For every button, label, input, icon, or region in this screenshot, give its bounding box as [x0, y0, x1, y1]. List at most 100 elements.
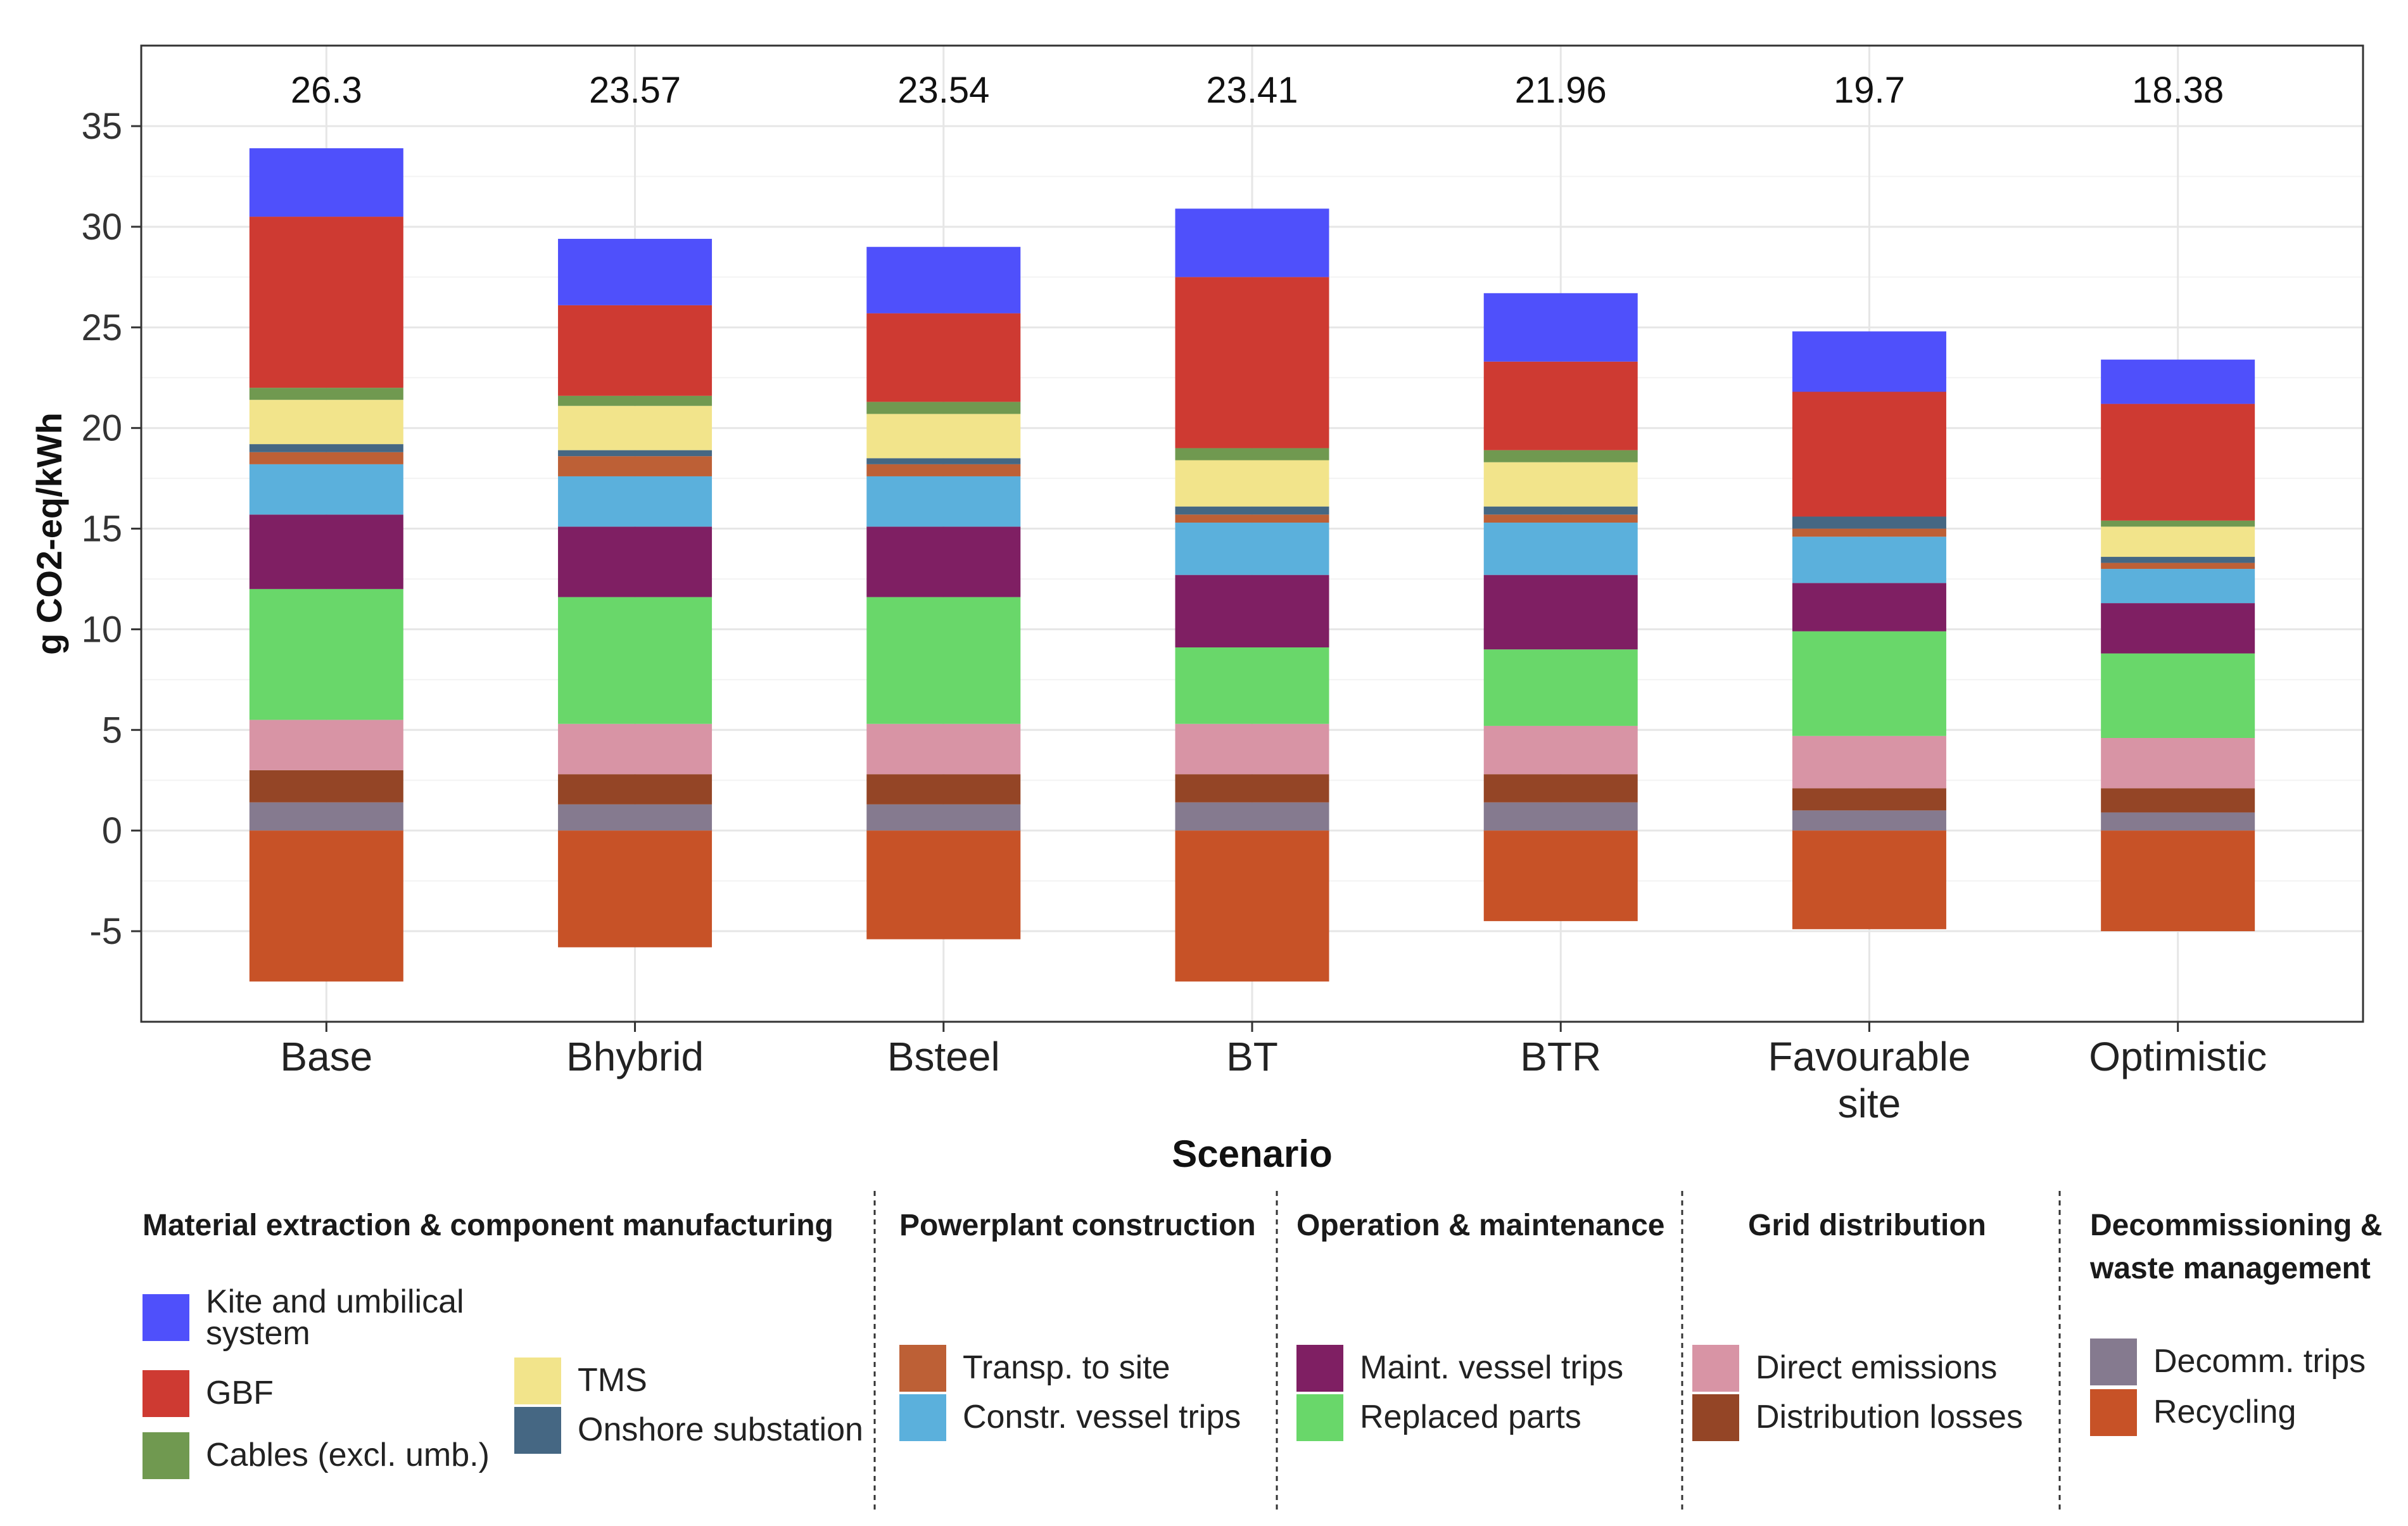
legend-group-title: Operation & maintenance [1296, 1209, 1664, 1242]
bar-segment [1175, 575, 1329, 648]
legend-item: Replaced parts [1296, 1394, 1581, 1441]
bar-segment [558, 804, 713, 831]
total-labels: 26.3 23.57 23.54 23.41 21.96 19.7 18.38 [291, 70, 2224, 111]
bar-segment [866, 313, 1021, 402]
bar-segment [2101, 603, 2255, 654]
bar-segment [558, 405, 713, 450]
bar-segment [558, 305, 713, 396]
bar-segment [249, 770, 403, 803]
bar-segment [866, 597, 1021, 724]
bar-segment-negative [1792, 830, 1946, 929]
legend-label: Distribution losses [1756, 1399, 2023, 1435]
bar-segment [558, 723, 713, 775]
bar-segment [1175, 647, 1329, 724]
x-tick-label: Favourable site [1768, 1034, 1970, 1126]
y-axis-title: g CO2-eq/kWh [29, 412, 69, 655]
bar-segment [866, 526, 1021, 597]
legend-swatch [514, 1407, 561, 1454]
legend-item: Transp. to site [899, 1345, 1170, 1392]
legend-swatch [1692, 1394, 1739, 1441]
bar-segment-negative [2101, 830, 2255, 932]
bar-segment [1483, 802, 1638, 831]
bar-segment [1175, 802, 1329, 831]
bar-segment [1483, 514, 1638, 523]
bar-segment [866, 402, 1021, 414]
y-tick-label: 10 [81, 609, 122, 650]
bar-segment-negative [1175, 830, 1329, 982]
bar-segment [1175, 506, 1329, 515]
legend-group-title: Decommissioning & waste management [2089, 1209, 2382, 1285]
bar-segment [1792, 516, 1946, 529]
bar-segment [866, 464, 1021, 476]
bar-segment [2101, 737, 2255, 789]
bar-segment [249, 148, 403, 217]
bar-segment [1175, 448, 1329, 461]
legend-swatch [143, 1370, 189, 1417]
bar-segment [249, 452, 403, 464]
bar-segment [558, 450, 713, 457]
bar-segment-negative [866, 830, 1021, 939]
bar-segment [1483, 293, 1638, 362]
bar-segment [1175, 277, 1329, 448]
y-tick-label: 0 [102, 810, 122, 851]
bar-segment [2101, 788, 2255, 813]
bar-segment [2101, 812, 2255, 831]
legend: Material extraction & component manufact… [143, 1191, 2382, 1511]
legend-label: Decomm. trips [2153, 1343, 2366, 1380]
legend-swatch [2090, 1338, 2137, 1385]
legend-label: Replaced parts [1360, 1399, 1581, 1435]
bar-segment [1792, 391, 1946, 517]
bar-segment [558, 774, 713, 804]
bar-segment [2101, 404, 2255, 521]
bar-segment [866, 476, 1021, 527]
bar-segment [2101, 557, 2255, 563]
legend-item: Maint. vessel trips [1296, 1345, 1623, 1392]
bar-segment [1792, 631, 1946, 736]
legend-item: Onshore substation [514, 1407, 863, 1454]
bar-segment [1792, 331, 1946, 392]
bar-segment [1483, 450, 1638, 462]
legend-item: Recycling [2090, 1389, 2296, 1436]
bar-segment [1175, 723, 1329, 775]
bar-segment [249, 802, 403, 831]
bar-segment [249, 444, 403, 452]
bar-segment [249, 464, 403, 515]
bar-segment [866, 774, 1021, 804]
total-label: 19.7 [1834, 70, 1905, 111]
bar-segment [2101, 526, 2255, 557]
total-label: 23.57 [589, 70, 681, 111]
bar-segment [2101, 569, 2255, 604]
y-tick-label: 35 [81, 106, 122, 147]
bar-segment [1175, 514, 1329, 523]
legend-label: Direct emissions [1756, 1349, 1997, 1386]
bar-segment [249, 388, 403, 400]
legend-item: TMS [514, 1358, 647, 1404]
legend-item: Decomm. trips [2090, 1338, 2366, 1385]
bar-segment [1483, 649, 1638, 726]
bar-segment [558, 476, 713, 527]
bar-segment-negative [558, 830, 713, 948]
bar-segment [2101, 520, 2255, 527]
bar-segment [1483, 575, 1638, 650]
bar-segment [1175, 523, 1329, 575]
bar-segment [1483, 725, 1638, 775]
legend-label: Onshore substation [578, 1411, 863, 1448]
bar-segment [2101, 653, 2255, 738]
legend-group: Operation & maintenance Maint. vessel tri… [1296, 1209, 1664, 1441]
legend-group-title: Grid distribution [1748, 1209, 1986, 1242]
legend-item: Constr. vessel trips [899, 1394, 1241, 1441]
legend-label: TMS [578, 1362, 647, 1399]
legend-item: Cables (excl. umb.) [143, 1432, 490, 1479]
bar-segment [1792, 528, 1946, 537]
bar-segment [1792, 810, 1946, 831]
y-tick-label: 25 [81, 307, 122, 348]
bar-segment [2101, 563, 2255, 569]
legend-swatch [143, 1294, 189, 1341]
bar-segment [866, 246, 1021, 314]
x-axis: Base Bhybrid Bsteel BT BTR Favourable site Opti… [280, 1022, 2267, 1126]
bar-segment [1483, 462, 1638, 507]
y-tick-label: -5 [89, 911, 122, 952]
total-label: 23.54 [897, 70, 989, 111]
total-label: 23.41 [1206, 70, 1298, 111]
